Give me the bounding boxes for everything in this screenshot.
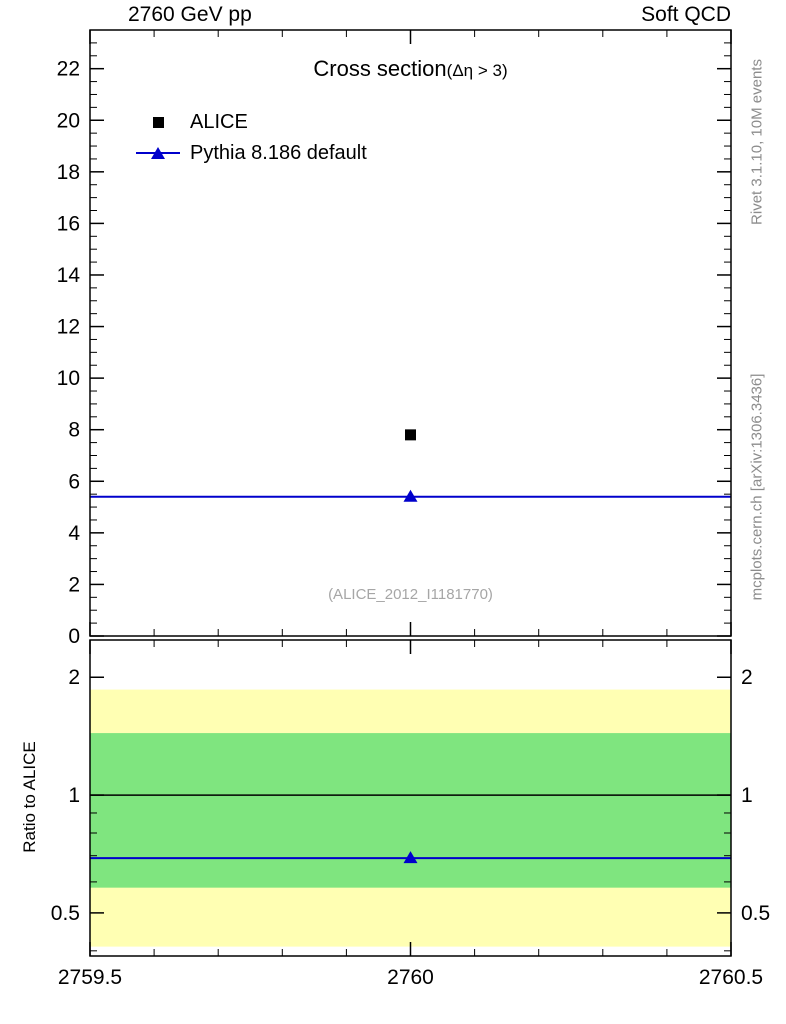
pythia-line-triangle-marker-icon — [134, 141, 182, 165]
y-tick-label: 8 — [68, 419, 80, 442]
legend-item-alice: ALICE — [134, 110, 367, 134]
y-tick-label: 2 — [68, 573, 80, 596]
y-tick-label: 16 — [57, 212, 80, 235]
y-tick-label: 0 — [68, 625, 80, 648]
y-tick-label-right: 2 — [741, 666, 753, 689]
x-tick-label: 2760.5 — [699, 966, 763, 989]
y-tick-label: 20 — [57, 109, 80, 132]
alice-square-marker-icon — [134, 110, 182, 134]
legend-item-pythia: Pythia 8.186 default — [134, 141, 367, 165]
inner-uncertainty-band — [90, 733, 731, 888]
plot-title: Cross section(Δη > 3) — [90, 56, 731, 82]
y-tick-label: 4 — [68, 522, 80, 545]
legend: ALICE Pythia 8.186 default — [134, 110, 367, 165]
y-tick-label: 14 — [57, 264, 81, 287]
ratio-axis-label: Ratio to ALICE — [20, 741, 39, 853]
y-tick-label-right: 0.5 — [741, 902, 770, 925]
legend-label-alice: ALICE — [190, 110, 248, 133]
y-tick-label: 10 — [57, 367, 80, 390]
y-tick-label: 2 — [68, 666, 80, 689]
y-tick-label-right: 1 — [741, 784, 753, 807]
x-tick-label: 2760 — [387, 966, 434, 989]
legend-label-pythia: Pythia 8.186 default — [190, 141, 367, 164]
mc-point-marker — [403, 851, 418, 864]
data-point-marker — [405, 429, 416, 441]
y-tick-label: 0.5 — [51, 902, 80, 925]
y-tick-label: 12 — [57, 316, 80, 339]
analysis-id-watermark: (ALICE_2012_I1181770) — [328, 586, 493, 603]
rivet-version-note: Rivet 3.1.10, 10M events — [748, 59, 766, 225]
mcplots-attribution-note: mcplots.cern.ch [arXiv:1306.3436] — [748, 373, 766, 601]
plot-title-cut: (Δη > 3) — [446, 61, 508, 80]
y-tick-label: 18 — [57, 161, 80, 184]
beam-energy-label: 2760 GeV pp — [128, 3, 252, 26]
mc-point-marker — [403, 489, 418, 502]
y-tick-label: 6 — [68, 470, 80, 493]
plot-title-main: Cross section — [313, 56, 447, 81]
y-tick-label: 1 — [68, 784, 80, 807]
x-tick-label: 2759.5 — [58, 966, 122, 989]
y-tick-label: 22 — [57, 58, 80, 81]
process-group-label: Soft QCD — [641, 3, 731, 26]
